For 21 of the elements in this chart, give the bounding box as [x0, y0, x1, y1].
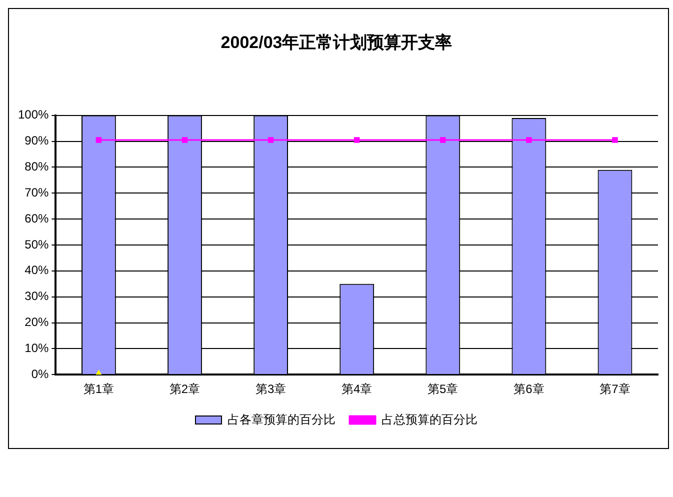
y-tick-label: 50%	[24, 237, 50, 252]
chart-title: 2002/03年正常计划预算开支率	[220, 32, 452, 52]
y-tick-label: 90%	[24, 134, 50, 148]
x-tick-label: 第5章	[428, 382, 458, 396]
y-tick-label: 20%	[24, 315, 50, 330]
legend-label: 占各章预算的百分比	[228, 412, 336, 426]
y-tick-label: 100%	[18, 108, 50, 122]
y-tick-label: 0%	[31, 366, 50, 381]
x-tick-label: 第1章	[83, 382, 114, 396]
legend-label: 占总预算的百分比	[382, 412, 478, 426]
x-tick-label: 第7章	[600, 382, 630, 396]
y-tick-label: 40%	[24, 263, 50, 278]
x-tick-label: 第2章	[169, 382, 200, 396]
x-tick-label: 第6章	[514, 382, 544, 396]
y-tick-label: 60%	[24, 211, 50, 226]
y-tick-label: 80%	[24, 160, 50, 174]
y-tick-label: 70%	[24, 185, 50, 200]
y-tick-label: 10%	[24, 340, 50, 355]
y-tick-label: 30%	[24, 289, 50, 304]
x-tick-label: 第3章	[255, 382, 286, 396]
x-tick-label: 第4章	[342, 382, 372, 396]
